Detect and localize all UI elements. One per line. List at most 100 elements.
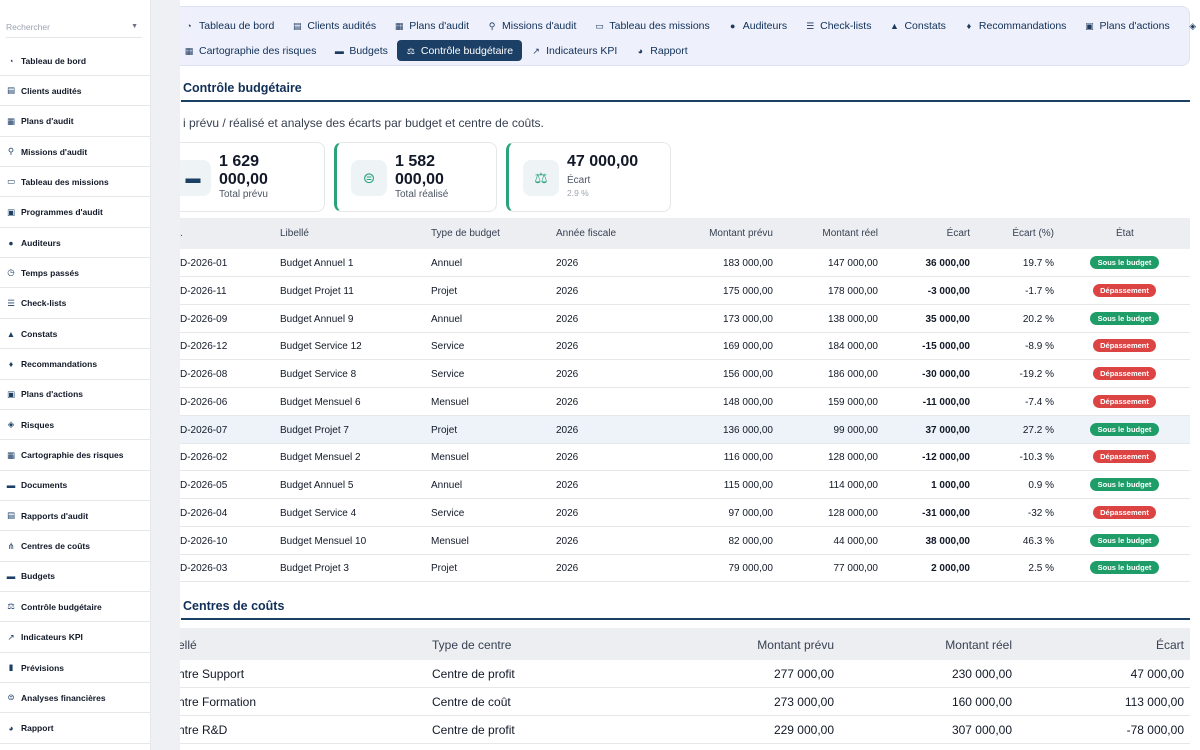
budget-annee: 2026 [556, 285, 579, 297]
tab-row1-3[interactable]: ⚲ Missions d'audit [478, 15, 585, 36]
col-type-centre[interactable]: Type de centre [432, 638, 512, 652]
tab-row2-4[interactable]: ◕ Rapport [626, 40, 696, 61]
col-ecart-pct[interactable]: Écart (%) [1012, 228, 1054, 239]
budget-reel: 147 000,00 [827, 258, 878, 269]
table-row[interactable]: D-2026-05 Budget Annuel 5 Annuel 2026 115 00… [150, 471, 1190, 499]
col-type[interactable]: Type de budget [431, 228, 500, 239]
budget-libelle: Budget Annuel 1 [280, 258, 354, 269]
col-code[interactable]: . [180, 228, 183, 239]
budget-code-link[interactable]: D-2026-04 [180, 507, 228, 519]
sidebar-item-11[interactable]: ▣ Plans d'actions [0, 380, 150, 410]
col-libelle[interactable]: Libellé [280, 228, 309, 239]
tab-row1-10[interactable]: ◈Risques [1179, 15, 1200, 36]
budget-reel: 128 000,00 [827, 507, 878, 519]
sidebar-item-2[interactable]: ▦ Plans d'audit [0, 107, 150, 137]
table-row[interactable]: D-2026-11 Budget Projet 11 Projet 2026 175 0… [150, 277, 1190, 305]
tab-row2-3[interactable]: ↗ Indicateurs KPI [522, 40, 626, 61]
budget-ecart-pct: -8.9 % [1025, 341, 1054, 353]
sidebar-item-19[interactable]: ↗ Indicateurs KPI [0, 623, 150, 653]
tab-row1-7[interactable]: ▲ Constats [880, 15, 954, 36]
col-reel[interactable]: Montant réel [822, 228, 878, 239]
sidebar-item-12[interactable]: ◈ Risques [0, 410, 150, 441]
tab-row1-0[interactable]: ◔ Tableau de bord [175, 15, 283, 36]
sidebar-search[interactable]: Rechercher ▼ [6, 14, 142, 38]
table-row[interactable]: D-2026-10 Budget Mensuel 10 Mensuel 2026 82 … [150, 527, 1190, 555]
tab-row2-2[interactable]: ⚖ Contrôle budgétaire [396, 40, 523, 61]
budget-code-link[interactable]: D-2026-12 [180, 341, 228, 353]
budget-libelle: Budget Projet 7 [280, 424, 349, 436]
table-row[interactable]: D-2026-03 Budget Projet 3 Projet 2026 79 000… [150, 554, 1190, 583]
sidebar-item-16[interactable]: ⋔ Centres de coûts [0, 532, 150, 562]
sidebar-item-label: Missions d'audit [21, 146, 88, 157]
budget-code-link[interactable]: D-2026-08 [180, 369, 228, 380]
sidebar-item-13[interactable]: ▦ Cartographie des risques [0, 441, 150, 471]
budget-code-link[interactable]: D-2026-09 [180, 313, 228, 325]
tab-row2-1[interactable]: ▬ Budgets [325, 40, 397, 61]
sidebar-item-17[interactable]: ▬ Budgets [0, 562, 150, 592]
sidebar-item-8[interactable]: ☰ Check-lists [0, 289, 150, 319]
table-row[interactable]: D-2026-07 Budget Projet 7 Projet 2026 136 00… [150, 415, 1190, 444]
table-row[interactable]: ntre R&D Centre de profit 229 000,00 307 00… [150, 716, 1190, 744]
sidebar-item-14[interactable]: ▬ Documents [0, 471, 150, 501]
tab-label: Constats [904, 19, 946, 32]
sidebar-item-label: Cartographie des risques [21, 450, 124, 461]
budget-code-link[interactable]: D-2026-03 [180, 563, 228, 575]
sidebar-item-label: Rapport [21, 723, 54, 734]
tab-row1-6[interactable]: ☰ Check-lists [796, 15, 880, 36]
table-row[interactable]: D-2026-04 Budget Service 4 Service 2026 97 0… [150, 499, 1190, 527]
col-reel[interactable]: Montant réel [945, 638, 1012, 652]
sidebar-item-21[interactable]: ⊜ Analyses financières [0, 683, 150, 714]
tab-row1-8[interactable]: ♦ Recommandations [955, 15, 1076, 36]
sidebar-item-6[interactable]: ● Auditeurs [0, 228, 150, 259]
sidebar-item-15[interactable]: ▤ Rapports d'audit [0, 501, 150, 532]
col-ecart[interactable]: Écart [1155, 638, 1184, 652]
sidebar-item-5[interactable]: ▣ Programmes d'audit [0, 198, 150, 228]
tab-row1-9[interactable]: ▣ Plans d'actions [1075, 15, 1178, 36]
col-prevu[interactable]: Montant prévu [757, 638, 834, 652]
table-row[interactable]: D-2026-08 Budget Service 8 Service 2026 156 … [150, 360, 1190, 388]
sidebar-item-22[interactable]: ◕ Rapport [0, 714, 150, 744]
sidebar-item-7[interactable]: ◷ Temps passés [0, 258, 150, 289]
budget-prevu: 136 000,00 [722, 424, 773, 436]
sidebar-item-4[interactable]: ▭ Tableau des missions [0, 167, 150, 198]
col-annee[interactable]: Année fiscale [556, 228, 617, 239]
budget-ecart: -11 000,00 [922, 396, 970, 408]
top-nav-row-2: ▦ Cartographie des risques ▬ Budgets ⚖ Contrô… [175, 40, 697, 61]
budget-code-link[interactable]: D-2026-06 [180, 396, 228, 408]
centre-libelle: ntre R&D [178, 723, 228, 737]
table-row[interactable]: ntre Support Centre de profit 277 000,00 23… [150, 660, 1190, 688]
tab-label: Missions d'audit [501, 19, 577, 32]
budget-code-link[interactable]: D-2026-11 [180, 285, 227, 297]
tab-row1-2[interactable]: ▦ Plans d'audit [385, 15, 478, 36]
table-row[interactable]: D-2026-09 Budget Annuel 9 Annuel 2026 173 00… [150, 305, 1190, 333]
sidebar-item-1[interactable]: ▤ Clients audités [0, 76, 150, 107]
tab-row1-1[interactable]: ▤ Clients audités [283, 15, 385, 36]
col-ecart[interactable]: Écart [946, 228, 970, 239]
sidebar-item-label: Plans d'actions [21, 389, 84, 400]
tab-row1-5[interactable]: ● Auditeurs [719, 15, 796, 36]
sidebar-item-0[interactable]: ◔ Tableau de bord [0, 46, 150, 76]
budget-code-link[interactable]: D-2026-10 [180, 535, 228, 547]
sidebar-item-3[interactable]: ⚲ Missions d'audit [0, 137, 150, 168]
budget-code-link[interactable]: D-2026-02 [180, 452, 228, 464]
search-icon: ⚲ [7, 146, 15, 157]
col-libelle[interactable]: ellé [178, 638, 197, 652]
budget-ecart: -3 000,00 [927, 285, 970, 297]
budget-code-link[interactable]: D-2026-01 [180, 258, 228, 269]
table-row[interactable]: D-2026-06 Budget Mensuel 6 Mensuel 2026 148 … [150, 388, 1190, 416]
sidebar-item-20[interactable]: ▮ Prévisions [0, 653, 150, 683]
sidebar-item-9[interactable]: ▲ Constats [0, 319, 150, 350]
sidebar-item-10[interactable]: ♦ Recommandations [0, 350, 150, 380]
table-row[interactable]: ntre Formation Centre de coût 273 000,00 16… [150, 688, 1190, 716]
table-row[interactable]: D-2026-01 Budget Annuel 1 Annuel 2026 183 00… [150, 249, 1190, 277]
table-row[interactable]: D-2026-02 Budget Mensuel 2 Mensuel 2026 116 … [150, 443, 1190, 472]
tab-row2-0[interactable]: ▦ Cartographie des risques [175, 40, 325, 61]
table-row[interactable]: D-2026-12 Budget Service 12 Service 2026 169… [150, 332, 1190, 361]
budget-ecart-pct: 19.7 % [1022, 258, 1054, 269]
budget-code-link[interactable]: D-2026-05 [180, 480, 228, 491]
col-etat[interactable]: État [1116, 228, 1134, 239]
tab-row1-4[interactable]: ▭ Tableau des missions [585, 15, 718, 36]
budget-code-link[interactable]: D-2026-07 [180, 424, 228, 436]
sidebar-item-18[interactable]: ⚖ Contrôle budgétaire [0, 592, 150, 623]
col-prevu[interactable]: Montant prévu [709, 228, 773, 239]
